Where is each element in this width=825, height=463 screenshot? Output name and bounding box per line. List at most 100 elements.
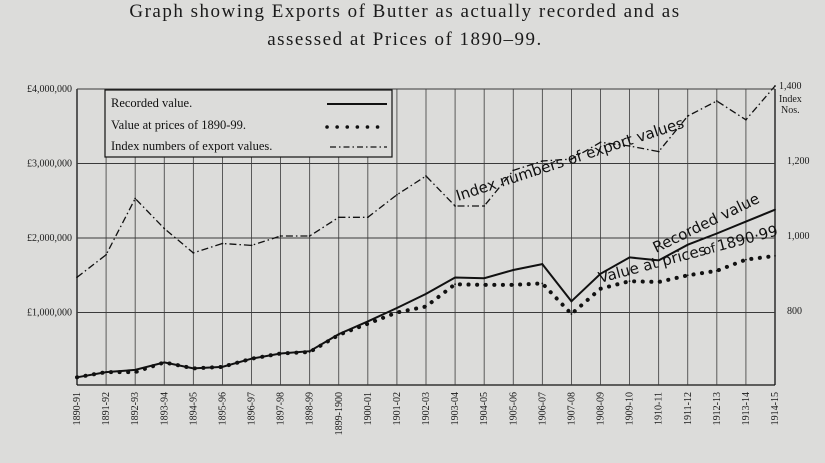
data-point-index (483, 205, 486, 207)
x-tick-label: 1903-04 (450, 392, 461, 425)
right-tick-label: 1,200 (787, 156, 810, 167)
x-tick-label: 1906-07 (537, 392, 548, 425)
data-point-index (745, 118, 747, 121)
data-point-index (279, 235, 282, 237)
data-point-index (221, 242, 224, 245)
data-point-index (657, 150, 660, 153)
data-point-value-at-prices (134, 371, 137, 373)
left-tick-label: £4,000,000 (27, 84, 72, 95)
x-tick-label: 1902-03 (421, 392, 432, 425)
x-tick-label: 1890-91 (72, 392, 83, 425)
data-point-value-at-prices (279, 352, 282, 355)
chart-title-line2: assessed at Prices of 1890–99. (267, 29, 543, 50)
data-point-index (628, 145, 631, 147)
data-point-value-at-prices (570, 313, 573, 315)
x-tick-label: 1895-96 (217, 392, 228, 425)
data-point-index (715, 100, 718, 102)
data-point-recorded (745, 220, 747, 223)
x-tick-label: 1892-93 (130, 392, 141, 425)
annotation-value-at-prices-of: of (701, 241, 717, 259)
data-point-value-at-prices (715, 269, 718, 272)
x-tick-label: 1912-13 (712, 392, 723, 425)
x-tick-label: 1909-10 (625, 392, 636, 425)
data-point-value-at-prices (512, 284, 515, 286)
data-point-index (76, 276, 78, 279)
right-tick-label: 800 (787, 306, 802, 317)
data-point-value-at-prices (308, 351, 311, 353)
data-point-index (686, 115, 689, 117)
x-tick-label: 1908-09 (596, 392, 607, 425)
data-point-index (454, 205, 456, 207)
x-tick-label: 1900-01 (363, 392, 374, 425)
data-point-recorded (570, 300, 573, 303)
legend-box (104, 89, 393, 158)
data-point-value-at-prices (337, 333, 340, 336)
axis-ticks: £1,000,000 £2,000,000 £3,000,000 £4,000,000… (27, 81, 810, 435)
x-tick-label: 1898-99 (305, 392, 316, 425)
x-tick-label: 1911-12 (683, 392, 694, 425)
data-point-recorded (715, 232, 718, 235)
right-axis-label-line1: Index (779, 94, 802, 105)
data-point-index (192, 251, 195, 254)
x-tick-label: 1904-05 (479, 392, 490, 425)
data-point-value-at-prices (599, 287, 602, 290)
x-tick-label: 1913-14 (741, 392, 752, 425)
data-point-value-at-prices (628, 280, 631, 283)
data-point-index (250, 244, 253, 247)
data-point-index (774, 85, 776, 87)
right-tick-label: 1,400 (779, 81, 802, 92)
right-axis-label: Index Nos. (779, 94, 804, 116)
right-axis-label-line2: Nos. (781, 105, 800, 116)
data-point-recorded (512, 269, 515, 271)
legend-label-index: Index numbers of export values. (111, 139, 272, 153)
data-point-index (570, 158, 573, 161)
data-point-value-at-prices (425, 305, 427, 308)
data-point-value-at-prices (396, 311, 398, 314)
x-tick-label: 1901-02 (392, 392, 403, 425)
data-point-value-at-prices (76, 376, 78, 379)
data-point-recorded (366, 320, 369, 323)
data-point-recorded (774, 208, 776, 211)
x-tick-label: 1893-94 (159, 392, 170, 425)
data-point-index (425, 175, 427, 177)
x-tick-label: 1897-98 (276, 392, 287, 425)
data-point-value-at-prices (366, 322, 369, 325)
x-tick-label: 1899-1900 (334, 392, 345, 435)
data-point-recorded (541, 263, 544, 265)
annotations: Index numbers of export values Recorded … (454, 114, 780, 287)
data-point-recorded (657, 259, 660, 262)
data-point-index (366, 216, 369, 219)
annotation-value-at-prices-years: 1890·99 (715, 222, 780, 255)
x-tick-label: 1896-97 (247, 392, 258, 425)
data-point-index (541, 160, 544, 162)
data-point-value-at-prices (192, 367, 195, 370)
data-point-index (163, 227, 166, 230)
left-tick-label: £3,000,000 (27, 159, 72, 170)
data-point-value-at-prices (657, 281, 660, 283)
x-tick-label: 1914-15 (770, 392, 781, 425)
data-point-index (512, 169, 515, 172)
data-point-value-at-prices (454, 283, 456, 286)
x-tick-label: 1905-06 (508, 392, 519, 425)
x-tick-label: 1894-95 (188, 392, 199, 425)
data-point-value-at-prices (250, 357, 253, 360)
chart-title-line1: Graph showing Exports of Butter as actua… (129, 1, 680, 22)
data-point-index (599, 141, 602, 144)
data-point-index (134, 197, 137, 200)
series-lines (75, 85, 777, 380)
data-point-recorded (628, 256, 631, 259)
data-point-value-at-prices (686, 274, 689, 277)
data-point-recorded (425, 292, 427, 295)
data-point-value-at-prices (483, 284, 486, 286)
left-tick-label: £2,000,000 (27, 233, 72, 244)
legend-label-value-at-prices: Value at prices of 1890-99. (111, 118, 246, 132)
data-point-index (396, 193, 398, 196)
data-point-value-at-prices (221, 365, 224, 368)
data-point-recorded (396, 307, 398, 309)
data-point-value-at-prices (105, 371, 107, 373)
right-tick-label: 1,000 (787, 231, 810, 242)
data-point-index (308, 235, 311, 237)
data-point-index (337, 216, 340, 219)
data-point-recorded (483, 277, 486, 280)
